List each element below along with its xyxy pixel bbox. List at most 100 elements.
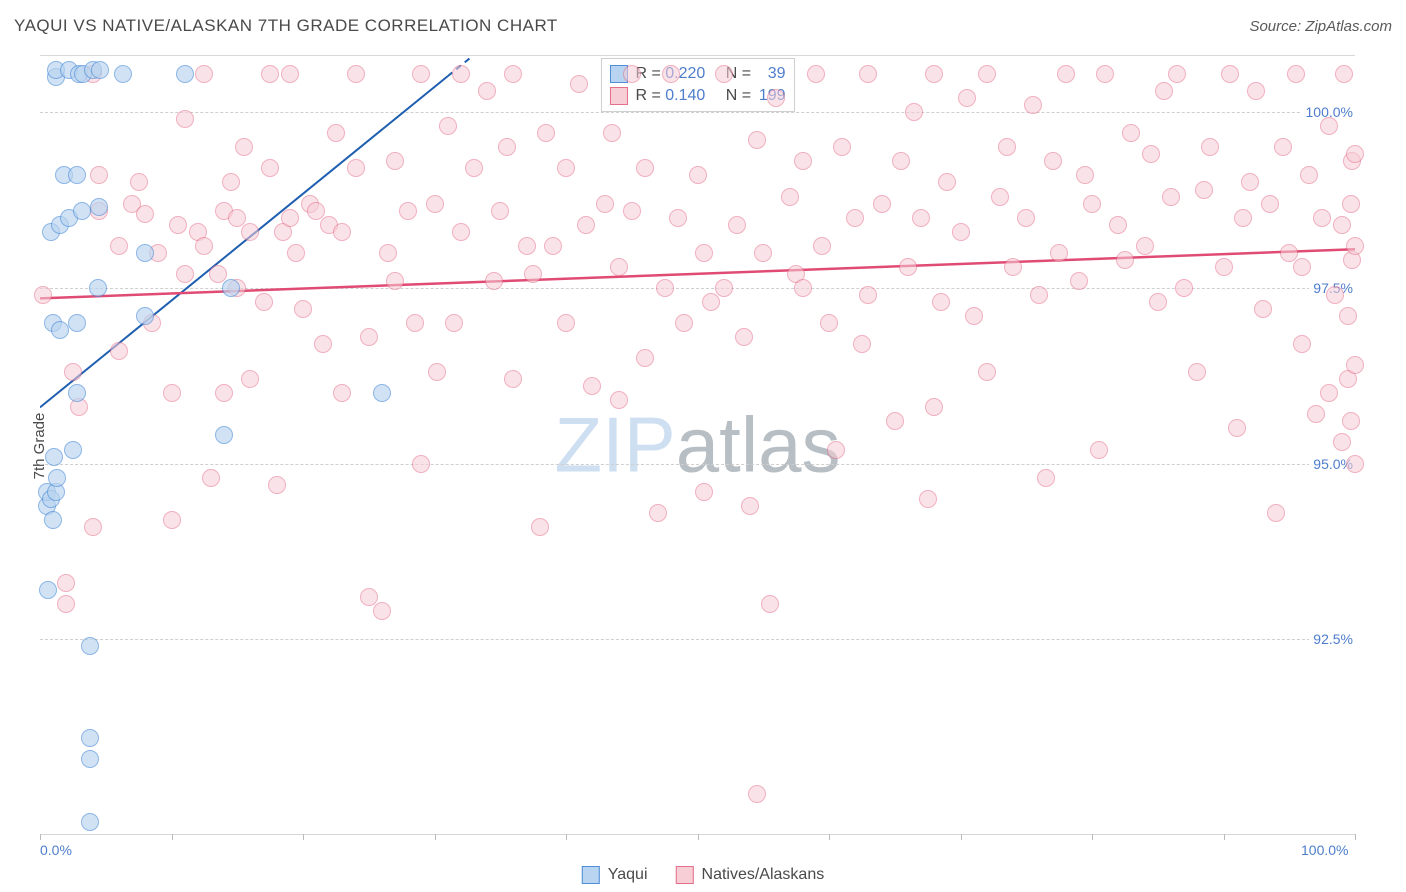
data-point (268, 476, 286, 494)
data-point (1116, 251, 1134, 269)
data-point (754, 244, 772, 262)
data-point (406, 314, 424, 332)
data-point (859, 286, 877, 304)
data-point (636, 159, 654, 177)
chart-title: YAQUI VS NATIVE/ALASKAN 7TH GRADE CORREL… (14, 16, 558, 36)
data-point (386, 152, 404, 170)
data-point (892, 152, 910, 170)
data-point (1254, 300, 1272, 318)
data-point (504, 65, 522, 83)
bottom-legend-item-yaqui: Yaqui (582, 866, 648, 884)
data-point (491, 202, 509, 220)
data-point (524, 265, 542, 283)
data-point (1274, 138, 1292, 156)
data-point (136, 307, 154, 325)
data-point (781, 188, 799, 206)
data-point (702, 293, 720, 311)
data-point (1247, 82, 1265, 100)
data-point (485, 272, 503, 290)
data-point (1228, 419, 1246, 437)
data-point (544, 237, 562, 255)
data-point (938, 173, 956, 191)
data-point (623, 202, 641, 220)
data-point (1195, 181, 1213, 199)
data-point (44, 511, 62, 529)
bottom-legend-item-natives: Natives/Alaskans (676, 866, 825, 884)
data-point (1017, 209, 1035, 227)
data-point (136, 244, 154, 262)
data-point (34, 286, 52, 304)
data-point (1346, 356, 1364, 374)
data-point (81, 813, 99, 831)
data-point (1188, 363, 1206, 381)
data-point (1346, 237, 1364, 255)
data-point (958, 89, 976, 107)
data-point (1313, 209, 1331, 227)
data-point (925, 65, 943, 83)
data-point (1346, 145, 1364, 163)
data-point (439, 117, 457, 135)
data-point (1241, 173, 1259, 191)
data-point (39, 581, 57, 599)
data-point (1155, 82, 1173, 100)
data-point (81, 637, 99, 655)
data-point (1076, 166, 1094, 184)
data-point (1175, 279, 1193, 297)
data-point (294, 300, 312, 318)
data-point (1339, 307, 1357, 325)
data-point (91, 61, 109, 79)
data-point (794, 152, 812, 170)
x-tick-label: 0.0% (40, 842, 72, 858)
data-point (327, 124, 345, 142)
data-point (919, 490, 937, 508)
data-point (1333, 433, 1351, 451)
data-point (399, 202, 417, 220)
legend-swatch-natives-icon (676, 866, 694, 884)
data-point (728, 216, 746, 234)
data-point (1320, 117, 1338, 135)
bottom-legend: Yaqui Natives/Alaskans (582, 866, 824, 884)
data-point (428, 363, 446, 381)
data-point (89, 279, 107, 297)
data-point (68, 384, 86, 402)
data-point (518, 237, 536, 255)
x-tick-label: 100.0% (1301, 842, 1348, 858)
data-point (610, 391, 628, 409)
data-point (623, 65, 641, 83)
data-point (1030, 286, 1048, 304)
data-point (110, 342, 128, 360)
data-point (81, 750, 99, 768)
data-point (570, 75, 588, 93)
data-point (64, 441, 82, 459)
data-point (163, 384, 181, 402)
data-point (57, 595, 75, 613)
data-point (807, 65, 825, 83)
x-minor-tick (1355, 834, 1356, 840)
data-point (662, 65, 680, 83)
data-point (504, 370, 522, 388)
data-point (761, 595, 779, 613)
data-point (695, 244, 713, 262)
data-point (347, 65, 365, 83)
data-point (255, 293, 273, 311)
data-point (261, 159, 279, 177)
data-point (1122, 124, 1140, 142)
data-point (202, 469, 220, 487)
data-point (1149, 293, 1167, 311)
data-point (333, 223, 351, 241)
data-point (1083, 195, 1101, 213)
data-point (925, 398, 943, 416)
data-point (833, 138, 851, 156)
data-point (235, 138, 253, 156)
data-point (656, 279, 674, 297)
data-point (813, 237, 831, 255)
data-point (748, 131, 766, 149)
data-point (531, 518, 549, 536)
data-point (445, 314, 463, 332)
data-point (347, 159, 365, 177)
chart-container: YAQUI VS NATIVE/ALASKAN 7TH GRADE CORREL… (0, 0, 1406, 892)
data-point (1109, 216, 1127, 234)
data-point (1307, 405, 1325, 423)
data-point (412, 455, 430, 473)
data-point (1096, 65, 1114, 83)
